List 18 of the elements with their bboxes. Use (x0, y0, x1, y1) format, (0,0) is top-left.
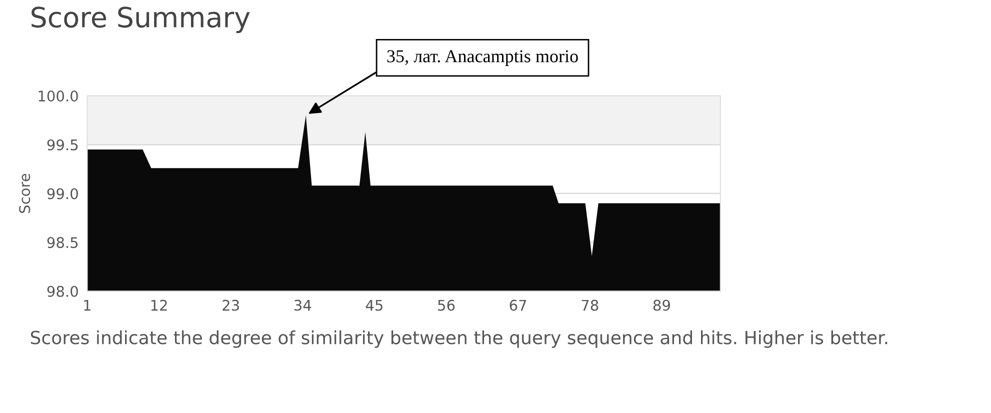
x-tick-label: 1 (84, 300, 90, 311)
x-tick-label: 67 (510, 300, 526, 311)
y-axis-title: Score (19, 174, 30, 213)
x-tick-label: 34 (294, 300, 312, 311)
x-tick-label: 12 (151, 300, 167, 311)
annotation: 35, лат. Anacamptis morio (387, 50, 578, 66)
y-tick-label: 99.5 (47, 139, 78, 150)
x-tick-label: 56 (438, 300, 455, 311)
chart-title: Score Summary (32, 6, 250, 34)
y-tick-label: 98.5 (47, 237, 78, 248)
x-tick-label: 45 (366, 300, 382, 311)
x-tick-label: 89 (653, 300, 670, 311)
y-tick-label: 99.0 (47, 188, 78, 200)
x-tick-label: 23 (222, 300, 239, 311)
text: Scores indicate the degree of similarity between the query sequence and hits. Higher is better. (30, 330, 888, 348)
x-tick-label: 78 (582, 300, 598, 311)
y-tick-label: 100.0 (38, 90, 78, 102)
y-tick-label: 98.0 (47, 286, 78, 297)
